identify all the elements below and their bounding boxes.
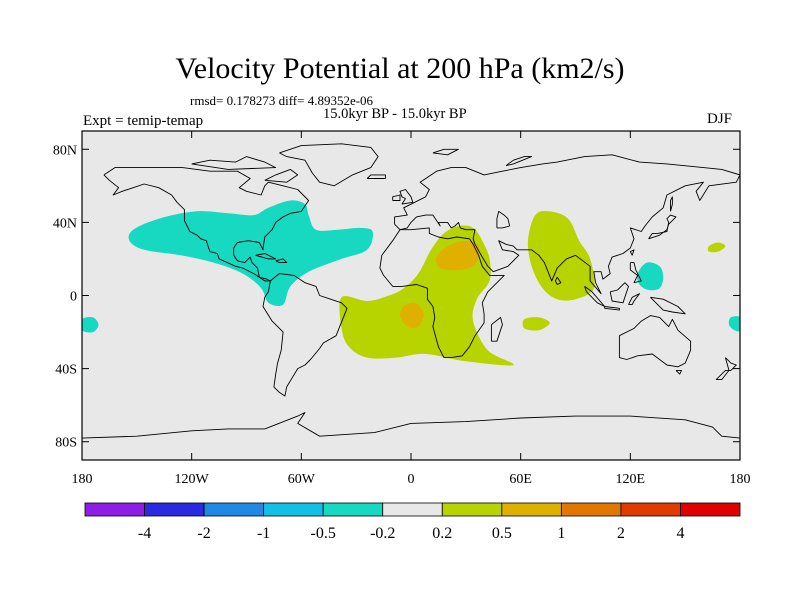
positive-region-asia (527, 211, 595, 301)
period-text: 15.0kyr BP - 15.0kyr BP (323, 106, 467, 122)
colorbar-box (322, 502, 384, 517)
coastline-ireland (392, 194, 401, 201)
negative-region-north-atlantic-america (128, 200, 373, 307)
colorbar-box (680, 502, 741, 517)
negative-region-far-west-edge (82, 317, 99, 333)
lon-tick-label: 120W (175, 472, 210, 487)
stats-text: rmsd= 0.178273 diff= 4.89352e-06 (190, 93, 374, 108)
colorbar-label: -2 (197, 525, 210, 542)
colorbar-box (501, 502, 562, 517)
colorbar: -4 -2 -1 -0.5 -0.2 0.2 0.5 1 2 4 (84, 502, 741, 542)
colorbar-box (203, 502, 265, 517)
colorbar-label: -0.5 (311, 525, 336, 542)
colorbar-box (441, 502, 503, 517)
positive-region-indian-ocean (522, 317, 550, 331)
coastline-north-america (103, 167, 310, 282)
coastline-arctic-islands (191, 156, 277, 170)
coastline-philippines (629, 262, 642, 284)
coastline-south-america (262, 273, 348, 397)
coastline-new-guinea (650, 296, 686, 315)
lon-tick-label: 120E (616, 472, 646, 487)
coastline-greenland (279, 143, 379, 187)
contour-layer (82, 200, 740, 366)
positive-region-atlantic-core (399, 302, 424, 329)
season-label: DJF (707, 111, 733, 127)
coastline-borneo (609, 282, 629, 304)
lon-tick-label: 0 (408, 472, 415, 487)
lon-tick-label: 180 (72, 472, 93, 487)
coastline-british-isles (399, 189, 414, 205)
coastline-hispaniola (275, 258, 288, 264)
coastline-africa (379, 227, 505, 359)
coastline-java (604, 306, 620, 311)
coastline-taiwan (629, 249, 635, 256)
colorbar-box (560, 502, 622, 517)
coastline-iceland (366, 174, 386, 179)
lon-tick-label: 60W (288, 472, 316, 487)
lon-tick-label: 60E (509, 472, 532, 487)
lon-tick-label: 180 (730, 472, 751, 487)
colorbar-label: -1 (257, 525, 270, 542)
coastline-antarctica (82, 412, 740, 439)
coastline-japan (648, 214, 677, 240)
negative-region-far-east-edge (728, 316, 740, 332)
positive-region-pacific (707, 242, 726, 253)
colorbar-label: -0.2 (370, 525, 395, 542)
axis-layer: 80N 40N 0 40S 80S 180 120W 60W 0 60E 120E 180 (53, 131, 751, 487)
colorbar-box (382, 502, 443, 517)
colorbar-label: 0.2 (432, 525, 452, 542)
coastline-tasmania (675, 369, 682, 375)
colorbar-label: -4 (138, 525, 151, 542)
experiment-label: Expt = temip-temap (83, 113, 204, 129)
coastline-madagascar (490, 316, 503, 342)
coastline-svalbard (432, 148, 459, 156)
map-title: Velocity Potential at 200 hPa (km2/s) (175, 52, 625, 85)
colorbar-label: 0.5 (492, 525, 512, 542)
colorbar-box (144, 502, 205, 517)
coastline-novaya-zemlya (505, 156, 533, 167)
lat-tick-label: 40N (53, 216, 77, 231)
coastline-sumatra (584, 286, 606, 307)
colorbar-label: 2 (617, 525, 625, 542)
colorbar-box (84, 502, 145, 517)
coastline-australia (618, 315, 692, 368)
lat-tick-label: 40S (55, 363, 77, 378)
coastline-sakhalin (670, 196, 673, 212)
coastline-sulawesi (628, 293, 640, 306)
colorbar-box (263, 502, 324, 517)
coastline-sri-lanka (554, 276, 562, 285)
colorbar-label: 1 (557, 525, 565, 542)
coastline-caspian-sea (496, 210, 511, 229)
positive-region-north-africa-core (436, 240, 480, 271)
colorbar-label: 4 (676, 525, 684, 542)
coastline-eurasia (394, 154, 740, 295)
negative-region-west-pacific (637, 262, 664, 291)
coastline-cuba (255, 253, 277, 260)
coastline-layer (82, 143, 740, 439)
lat-tick-label: 0 (70, 290, 77, 305)
coastline-new-zealand (715, 357, 737, 381)
lat-tick-label: 80S (55, 436, 77, 451)
coastline-hudson-bay-islands (264, 168, 299, 183)
colorbar-box (620, 502, 681, 517)
lat-tick-label: 80N (53, 143, 77, 158)
